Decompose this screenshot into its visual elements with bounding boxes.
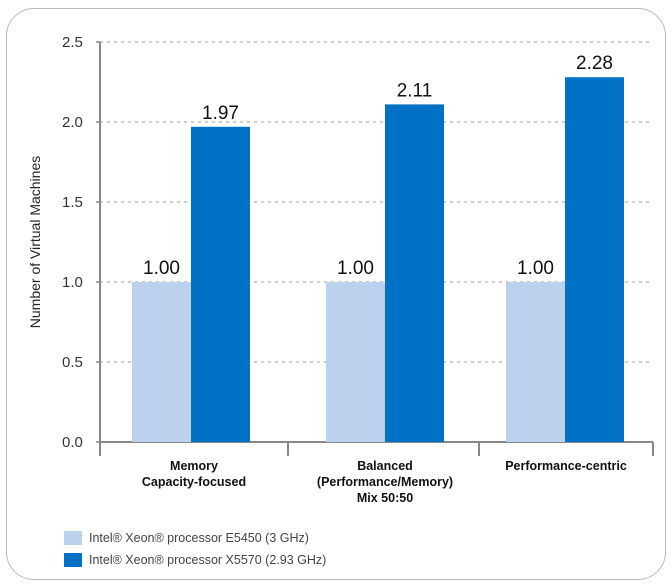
data-label: 1.97 bbox=[202, 103, 239, 124]
legend-label-e5450: Intel® Xeon® processor E5450 (3 GHz) bbox=[89, 531, 309, 545]
category-label: Performance-centric bbox=[505, 459, 627, 473]
legend-item-e5450: Intel® Xeon® processor E5450 (3 GHz) bbox=[64, 527, 326, 549]
bar-x5570 bbox=[385, 104, 444, 443]
legend-swatch-e5450 bbox=[64, 531, 82, 545]
data-label: 1.00 bbox=[143, 258, 180, 279]
y-axis-label: Number of Virtual Machines bbox=[27, 156, 43, 328]
legend: Intel® Xeon® processor E5450 (3 GHz) Int… bbox=[64, 527, 326, 571]
data-label: 2.28 bbox=[576, 53, 613, 74]
category-label: Balanced (Performance/Memory) Mix 50:50 bbox=[317, 459, 453, 505]
legend-swatch-x5570 bbox=[64, 553, 82, 567]
legend-item-x5570: Intel® Xeon® processor X5570 (2.93 GHz) bbox=[64, 549, 326, 571]
category-label-line: Capacity-focused bbox=[142, 475, 246, 489]
category-label-line: Performance-centric bbox=[505, 459, 627, 473]
data-label: 1.00 bbox=[517, 258, 554, 279]
category-label-line: (Performance/Memory) bbox=[317, 475, 453, 489]
y-tick-label: 1.0 bbox=[62, 274, 83, 291]
bar-e5450 bbox=[506, 282, 565, 442]
category-label-line: Memory bbox=[170, 459, 218, 473]
data-label: 1.00 bbox=[337, 258, 374, 279]
y-tick-label: 0.0 bbox=[62, 434, 83, 451]
category-label: Memory Capacity-focused bbox=[142, 459, 246, 489]
y-tick-label: 1.5 bbox=[62, 194, 83, 211]
y-tick-label: 2.0 bbox=[62, 114, 83, 131]
bar-x5570 bbox=[565, 77, 624, 442]
y-tick-label: 2.5 bbox=[62, 34, 83, 51]
bar-e5450 bbox=[326, 282, 385, 442]
category-label-line: Balanced bbox=[357, 459, 413, 473]
legend-label-x5570: Intel® Xeon® processor X5570 (2.93 GHz) bbox=[89, 553, 327, 567]
data-label: 2.11 bbox=[397, 80, 433, 101]
chart-frame bbox=[6, 8, 666, 580]
y-tick-label: 0.5 bbox=[62, 354, 83, 371]
category-label-line: Mix 50:50 bbox=[357, 491, 413, 505]
bar-e5450 bbox=[132, 282, 191, 442]
bar-x5570 bbox=[191, 126, 250, 443]
